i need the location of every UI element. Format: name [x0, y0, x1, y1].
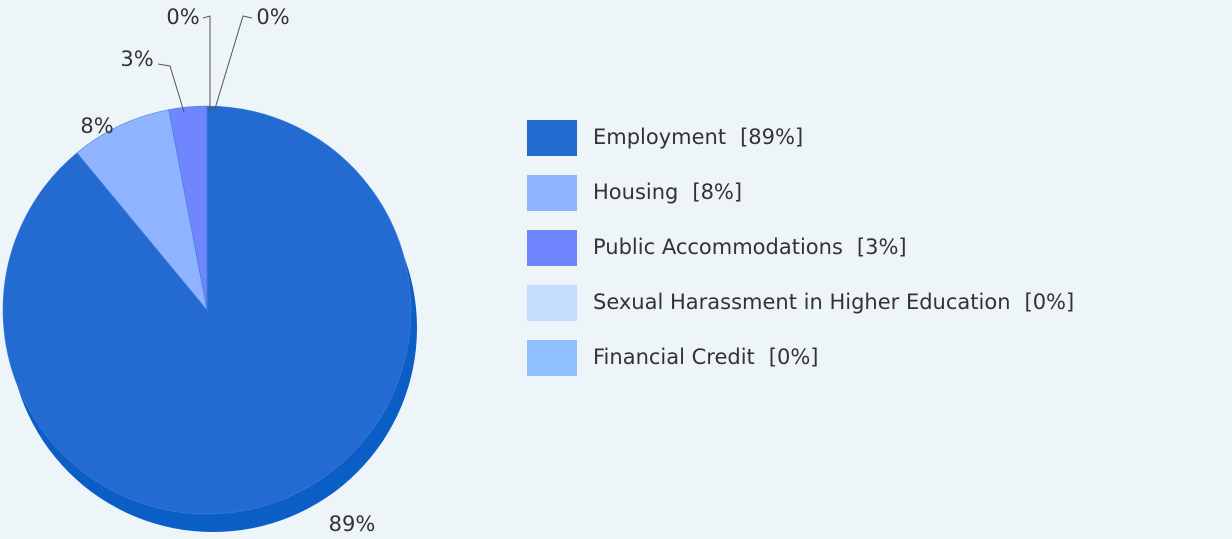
legend-label: Financial Credit [0%] [593, 345, 819, 369]
legend-value: [8%] [692, 180, 742, 204]
legend-label: Employment [89%] [593, 125, 803, 149]
legend-name: Housing [593, 180, 678, 204]
leader-line [157, 63, 185, 113]
legend-label: Sexual Harassment in Higher Education [0%… [593, 290, 1074, 314]
slice-label: 3% [120, 47, 153, 71]
legend-swatch [527, 340, 577, 376]
slice-label: 89% [329, 512, 376, 536]
legend-name: Sexual Harassment in Higher Education [593, 290, 1011, 314]
legend-swatch [527, 285, 577, 321]
legend-swatch [527, 230, 577, 266]
legend-value: [0%] [769, 345, 819, 369]
legend-name: Public Accommodations [593, 235, 843, 259]
slice-label: 0% [256, 5, 289, 29]
legend-value: [89%] [740, 125, 803, 149]
legend-name: Employment [593, 125, 726, 149]
leader-line [202, 15, 211, 112]
pie-slice [76, 109, 208, 311]
slice-label: 8% [80, 114, 113, 138]
legend-name: Financial Credit [593, 345, 755, 369]
slice-label: 0% [166, 5, 199, 29]
legend-label: Housing [8%] [593, 180, 742, 204]
leader-line [213, 15, 253, 113]
legend-swatch [527, 120, 577, 156]
legend-value: [0%] [1025, 290, 1075, 314]
legend-label: Public Accommodations [3%] [593, 235, 907, 259]
legend-value: [3%] [857, 235, 907, 259]
legend-swatch [527, 175, 577, 211]
